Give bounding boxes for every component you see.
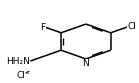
Text: F: F <box>40 23 45 32</box>
Text: N: N <box>83 59 89 68</box>
Text: Cl: Cl <box>128 22 137 31</box>
Text: Cl⁻: Cl⁻ <box>16 71 30 80</box>
Text: HH₂N: HH₂N <box>6 57 30 65</box>
